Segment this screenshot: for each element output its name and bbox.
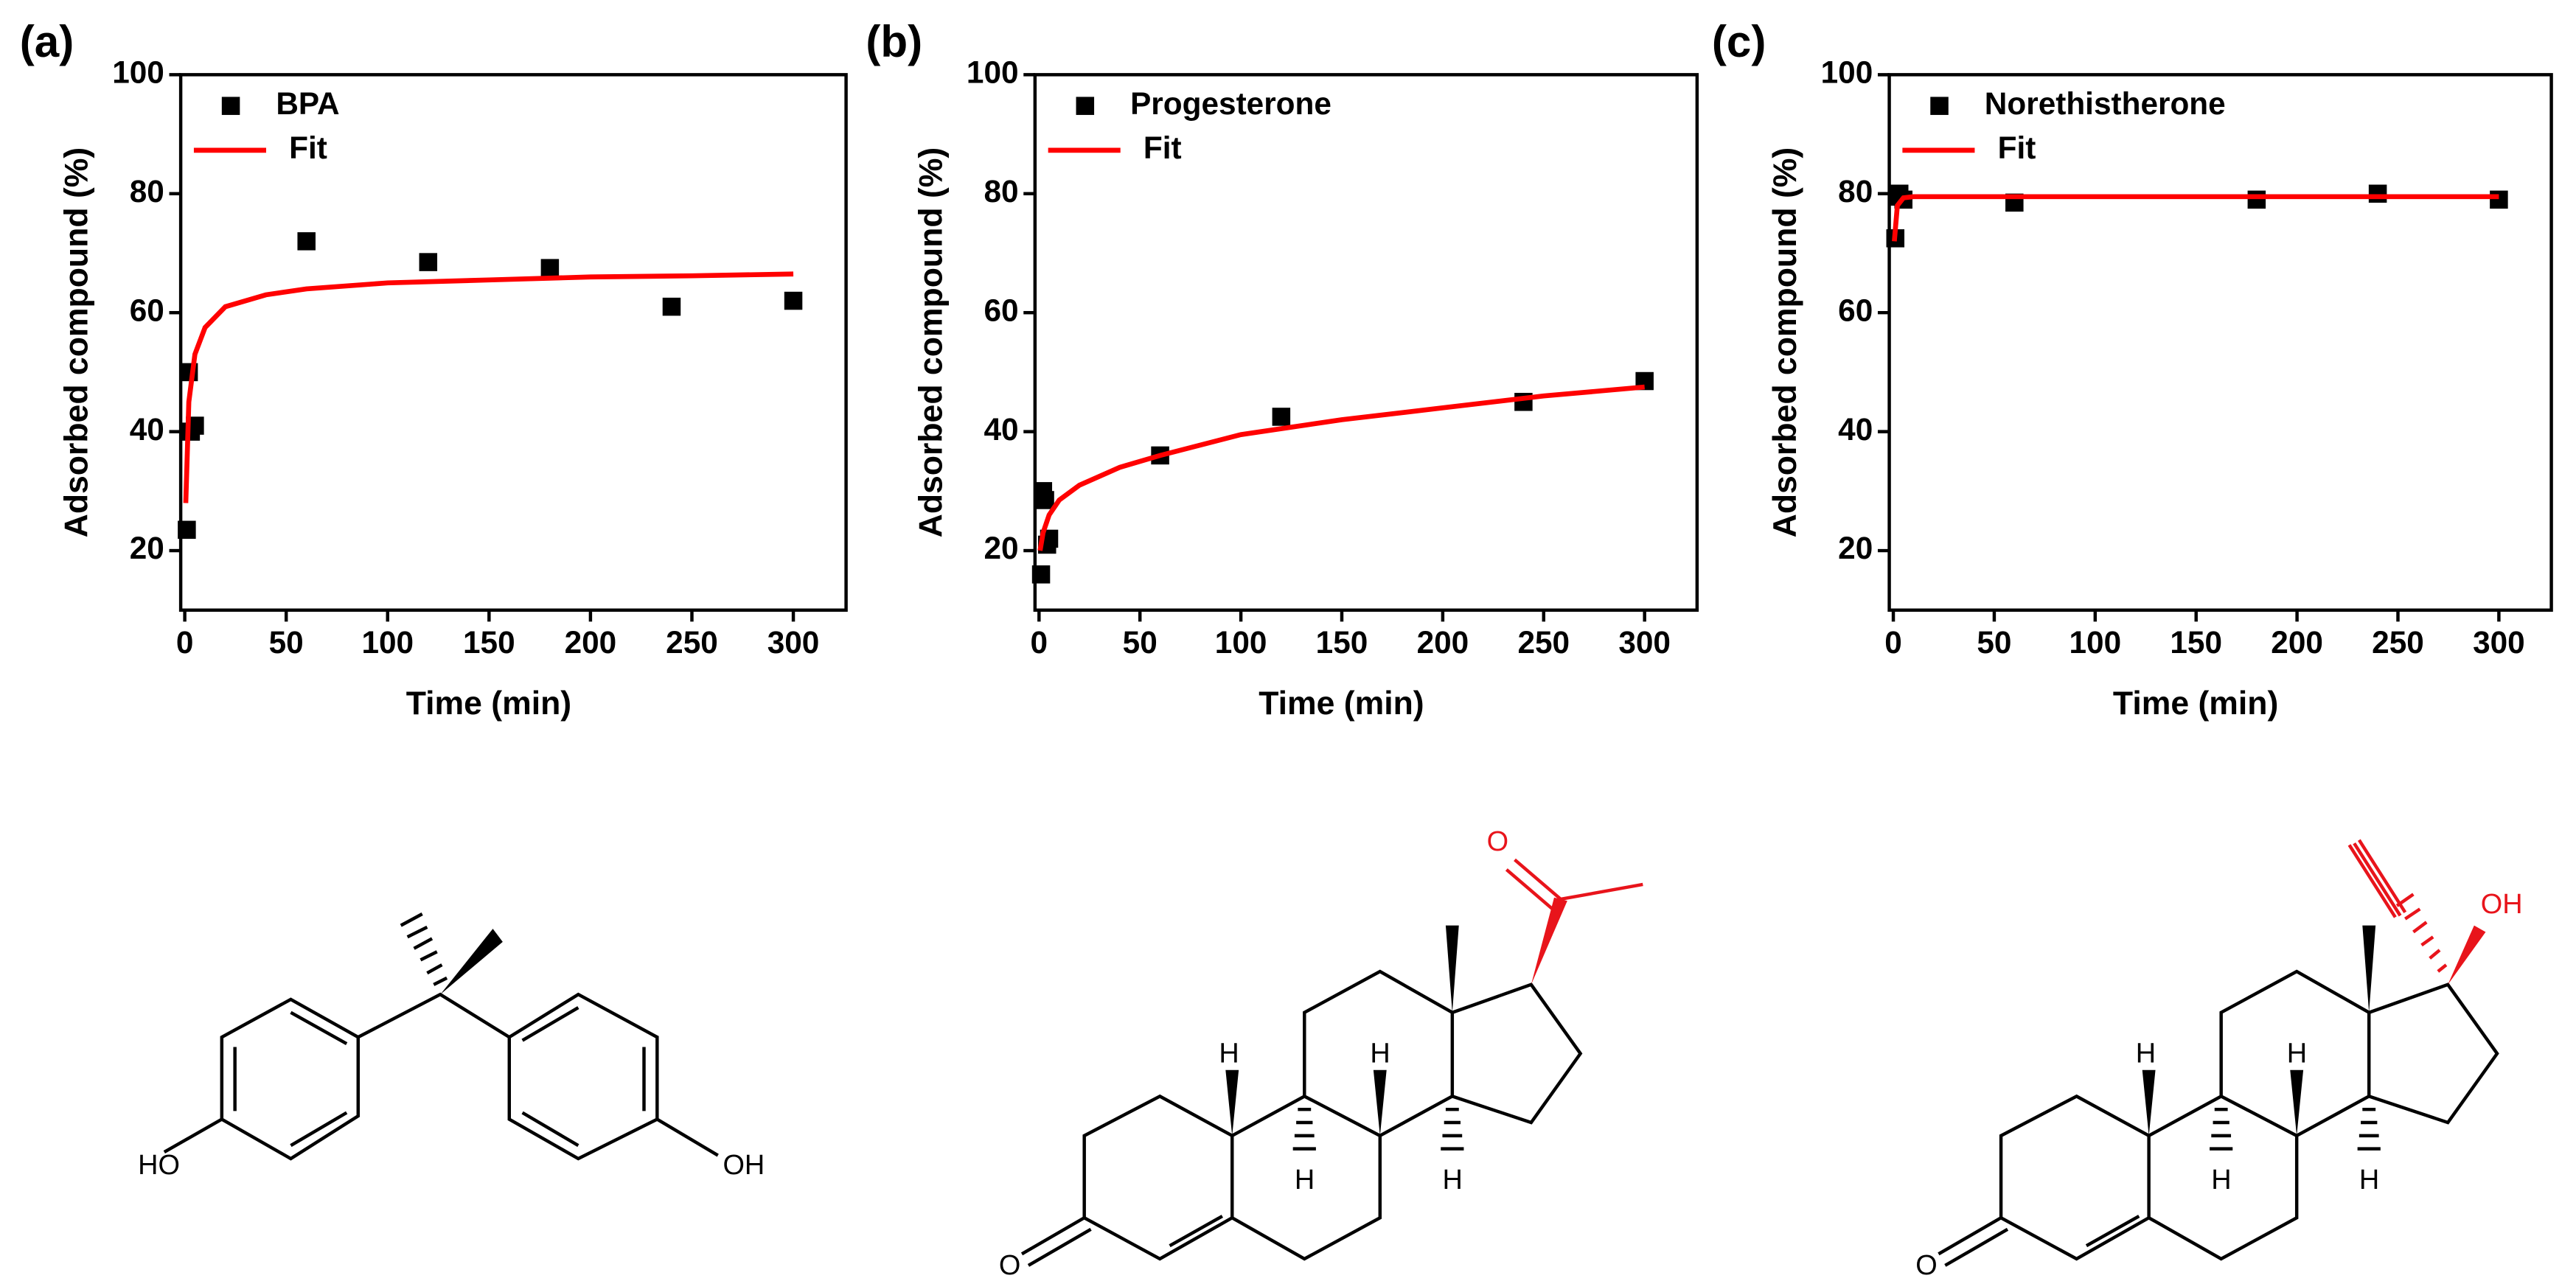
x-tick-label: 300: [1618, 625, 1671, 660]
chart-panel: (c) Time (min) Adsorbed compound (%) 0 50 100…: [1712, 17, 2553, 722]
data-point: [2247, 190, 2266, 209]
x-tick-label: 250: [2372, 625, 2424, 660]
data-point: [419, 253, 438, 271]
x-tick-label: 0: [1884, 625, 1902, 660]
atom-label: HO: [138, 1150, 180, 1181]
panel-label: (a): [20, 17, 74, 66]
x-tick-label: 100: [361, 625, 414, 660]
x-tick-label: 150: [1316, 625, 1368, 660]
data-point: [2368, 184, 2387, 203]
fit-line: [1892, 194, 2499, 242]
legend-label: Fit: [1143, 130, 1182, 165]
data-point: [784, 291, 803, 310]
y-tick-label: 60: [984, 293, 1018, 327]
x-tick-label: 250: [1517, 625, 1570, 660]
x-tick-label: 300: [2473, 625, 2525, 660]
y-tick-label: 40: [984, 412, 1018, 447]
y-tick-label: 80: [130, 174, 164, 209]
x-axis-title: Time (min): [406, 685, 571, 722]
panel-label: (b): [866, 17, 922, 66]
atom-label: H: [2136, 1039, 2156, 1069]
x-tick-label: 250: [666, 625, 718, 660]
x-tick-label: 100: [1215, 625, 1267, 660]
atom-label: O: [999, 1250, 1020, 1281]
x-tick-label: 0: [176, 625, 194, 660]
y-tick-label: 100: [967, 55, 1019, 90]
y-tick-label: 20: [984, 531, 1018, 565]
x-tick-label: 50: [1977, 625, 2011, 660]
x-tick-label: 150: [463, 625, 515, 660]
y-tick-label: 100: [112, 55, 164, 90]
legend-label: BPA: [276, 86, 339, 121]
legend-marker: [1930, 97, 1949, 115]
data-point: [297, 232, 316, 251]
data-point: [1036, 491, 1054, 509]
plot-frame: [1033, 73, 1699, 612]
x-tick-label: 200: [2271, 625, 2323, 660]
atom-label: H: [1370, 1039, 1390, 1069]
y-tick-label: 20: [1838, 531, 1873, 565]
y-tick-label: 60: [130, 293, 164, 327]
data-point: [1272, 408, 1291, 426]
data-point: [2490, 190, 2508, 209]
fit-line: [183, 271, 794, 503]
y-tick-label: 40: [130, 412, 164, 447]
plot-frame: [178, 73, 848, 612]
fit-line: [1037, 384, 1645, 551]
atom-label: H: [2211, 1165, 2231, 1196]
data-point: [540, 259, 560, 277]
x-tick-label: 200: [1417, 625, 1469, 660]
y-axis-title: Adsorbed compound (%): [913, 147, 949, 538]
bpa-structure: HO OH: [138, 912, 765, 1181]
atom-label: O: [1915, 1250, 1937, 1281]
y-axis-title: Adsorbed compound (%): [1767, 147, 1803, 538]
data-point: [662, 297, 681, 316]
legend-label: Fit: [1998, 130, 2036, 165]
y-axis-title: Adsorbed compound (%): [59, 147, 95, 538]
x-tick-label: 200: [565, 625, 617, 660]
y-tick-label: 80: [1838, 174, 1873, 209]
x-tick-label: 50: [1123, 625, 1158, 660]
atom-label: OH: [2481, 889, 2523, 920]
x-tick-label: 50: [269, 625, 304, 660]
norethisterone-structure: H H H H O OH: [1915, 839, 2523, 1281]
x-tick-label: 300: [767, 625, 820, 660]
y-tick-label: 40: [1838, 412, 1873, 447]
atom-label: H: [1219, 1039, 1239, 1069]
atom-label: H: [1295, 1165, 1315, 1196]
y-tick-label: 60: [1838, 293, 1873, 327]
x-axis-title: Time (min): [2113, 685, 2278, 722]
progesterone-structure: H H H H O O: [999, 826, 1643, 1281]
legend-label: Fit: [289, 130, 327, 165]
data-point: [1031, 565, 1051, 584]
panel-label: (c): [1712, 17, 1766, 66]
legend-marker: [221, 97, 240, 115]
chart-panel: (a) Time (min) Adsorbed compound (%) 0 50 100…: [20, 17, 848, 722]
legend-label: Norethistherone: [1985, 86, 2226, 121]
y-tick-label: 80: [984, 174, 1018, 209]
atom-label: H: [2287, 1039, 2307, 1069]
chart-panel: (b) Time (min) Adsorbed compound (%) 0 50 100…: [866, 17, 1699, 722]
atom-label: H: [2359, 1165, 2379, 1196]
y-tick-label: 100: [1821, 55, 1873, 90]
atom-label: O: [1487, 826, 1508, 857]
atom-label: H: [1442, 1165, 1462, 1196]
x-tick-label: 0: [1031, 625, 1048, 660]
y-tick-label: 20: [130, 531, 164, 565]
data-point: [178, 520, 196, 540]
legend-marker: [1076, 97, 1095, 115]
x-axis-title: Time (min): [1259, 685, 1424, 722]
x-tick-label: 100: [2069, 625, 2122, 660]
legend-label: Progesterone: [1130, 86, 1331, 121]
plot-frame: [1887, 73, 2553, 612]
atom-label: OH: [723, 1150, 765, 1181]
x-tick-label: 150: [2170, 625, 2222, 660]
